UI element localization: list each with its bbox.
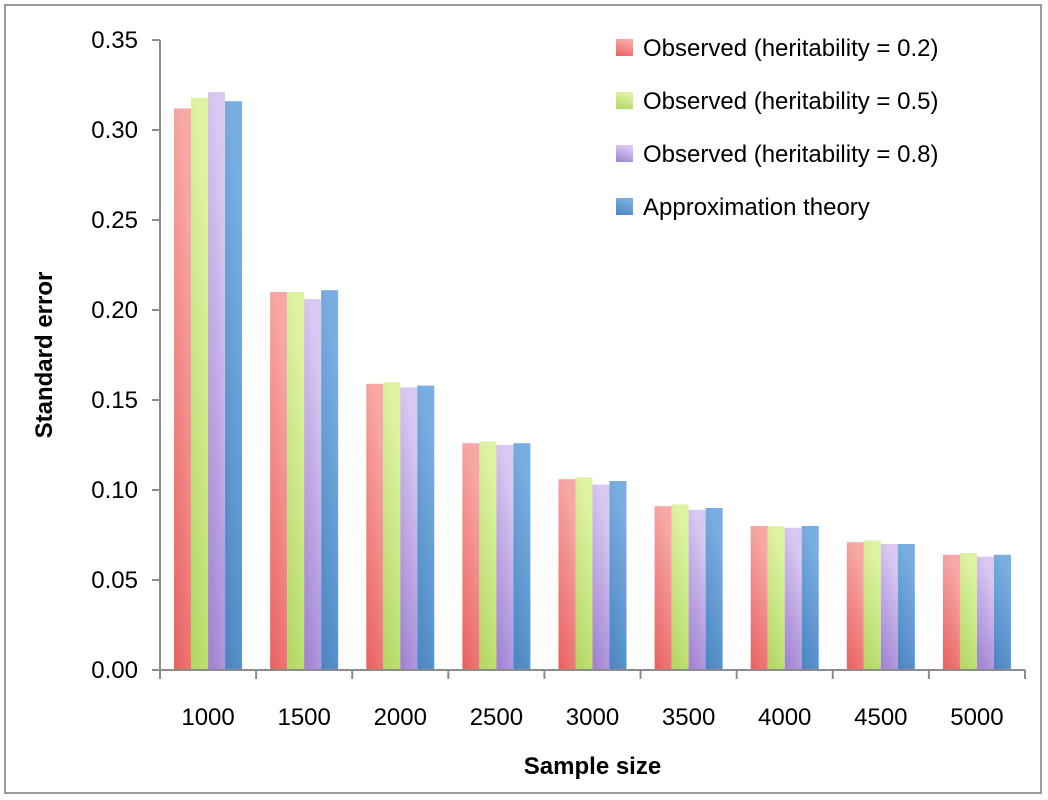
bar-2000-series-4	[417, 385, 435, 670]
x-ticks-group: 1000 1500 2000 2500 3000 3500 4000 4500 5000	[159, 670, 1026, 731]
x-tick-label: 1500	[277, 704, 330, 731]
y-tick-label: 0.00	[91, 657, 138, 684]
x-tick-label: 2500	[470, 704, 523, 731]
bar-3500-series-3	[688, 509, 706, 670]
y-tick-label: 0.30	[91, 117, 138, 144]
y-tick-label: 0.15	[91, 387, 138, 414]
bar-3000-series-3	[592, 484, 610, 670]
bar-4000-series-1	[750, 526, 768, 670]
legend: Observed (heritability = 0.2) Observed (h…	[616, 35, 938, 221]
bar-1000-series-3	[208, 92, 226, 670]
x-tick-label: 5000	[950, 704, 1003, 731]
x-tick-label: 3500	[662, 704, 715, 731]
bar-3500-series-2	[671, 504, 689, 670]
bar-2000-series-2	[383, 382, 401, 670]
bar-3500-series-4	[705, 508, 723, 670]
x-tick-label: 1000	[181, 704, 234, 731]
bar-5000-series-4	[993, 554, 1011, 670]
x-tick-label: 3000	[566, 704, 619, 731]
legend-swatch	[616, 145, 633, 162]
legend-swatch	[616, 92, 633, 109]
bar-1500-series-3	[304, 299, 322, 670]
bar-3000-series-4	[609, 481, 627, 670]
axes-group	[159, 40, 1025, 671]
y-tick-label: 0.20	[91, 297, 138, 324]
bar-3500-series-1	[654, 506, 672, 670]
x-tick-label: 4000	[758, 704, 811, 731]
bar-2500-series-3	[496, 445, 514, 670]
bar-4000-series-3	[784, 527, 802, 670]
bar-5000-series-2	[959, 553, 977, 670]
bar-4500-series-3	[880, 544, 898, 670]
bar-2000-series-3	[400, 387, 418, 670]
bar-3000-series-1	[558, 479, 576, 670]
legend-swatch	[616, 39, 633, 56]
x-tick-label: 4500	[854, 704, 907, 731]
bar-5000-series-3	[976, 556, 994, 670]
bar-4000-series-4	[801, 526, 819, 670]
bar-5000-series-1	[942, 554, 960, 670]
legend-label: Approximation theory	[643, 194, 870, 221]
y-tick-label: 0.10	[91, 477, 138, 504]
bar-4500-series-2	[863, 540, 881, 670]
bar-2500-series-1	[462, 443, 480, 670]
bar-1500-series-4	[321, 290, 339, 670]
bar-2500-series-4	[513, 443, 531, 670]
legend-label: Observed (heritability = 0.2)	[643, 35, 938, 62]
bar-2000-series-1	[366, 383, 384, 670]
bar-4500-series-1	[846, 542, 864, 670]
bar-2500-series-2	[479, 441, 497, 670]
bar-1500-series-2	[287, 292, 305, 670]
bar-1000-series-4	[225, 101, 243, 670]
legend-swatch	[616, 198, 633, 215]
bar-3000-series-2	[575, 477, 593, 670]
legend-label: Observed (heritability = 0.5)	[643, 88, 938, 115]
y-tick-label: 0.35	[91, 27, 138, 54]
y-tick-label: 0.05	[91, 567, 138, 594]
legend-label: Observed (heritability = 0.8)	[643, 141, 938, 168]
y-tick-label: 0.25	[91, 207, 138, 234]
bar-1500-series-1	[270, 292, 288, 670]
bar-4500-series-4	[897, 544, 915, 670]
bar-4000-series-2	[767, 526, 785, 670]
bar-1000-series-2	[191, 97, 209, 671]
bar-1000-series-1	[174, 108, 192, 670]
x-axis-title: Sample size	[524, 753, 661, 780]
y-ticks-group: 0.00 0.05 0.10 0.15 0.20 0.25 0.30 0.35	[91, 27, 160, 684]
bars-group	[174, 92, 1011, 671]
y-axis-title: Standard error	[31, 272, 58, 439]
x-tick-label: 2000	[374, 704, 427, 731]
